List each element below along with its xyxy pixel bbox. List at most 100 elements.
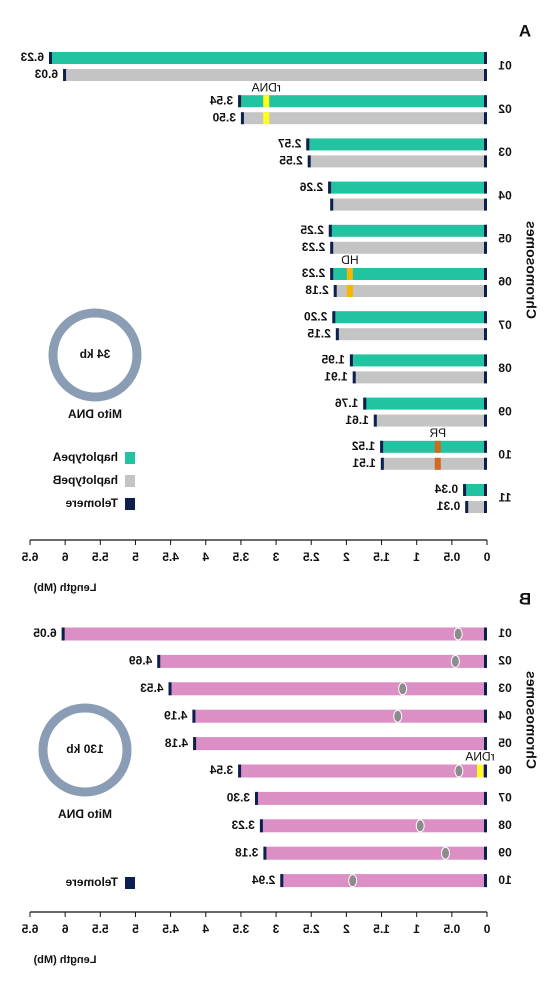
bar [306, 138, 487, 151]
telomere [238, 764, 242, 778]
value-label: 2.20 [304, 309, 328, 323]
category-label: 07 [498, 791, 512, 805]
telomere [484, 268, 487, 280]
value-label: 0.31 [437, 499, 461, 513]
bar [332, 311, 487, 324]
category-label: 04 [498, 188, 512, 202]
telomere [380, 440, 384, 453]
bar [61, 627, 487, 641]
telomere [349, 354, 353, 367]
value-label: 1.76 [335, 396, 359, 410]
telomere [373, 414, 377, 427]
x-tick-label: 0 [483, 922, 490, 936]
value-label: 2.26 [299, 180, 323, 194]
x-tick-label: 2 [343, 922, 350, 936]
annotation-marker [476, 764, 483, 778]
x-axis-label: Length (Mb) [33, 582, 96, 594]
x-tick-label: 5 [132, 922, 139, 936]
telomere [484, 285, 487, 297]
value-label: 2.15 [307, 326, 331, 340]
category-label: 07 [498, 318, 512, 332]
telomere [330, 241, 334, 254]
x-tick-label: 4.5 [162, 922, 179, 936]
x-tick-label: 4.5 [162, 550, 179, 564]
bar [349, 354, 487, 367]
value-label: 1.61 [345, 413, 369, 427]
category-label: 06 [498, 275, 512, 289]
value-label: 4.53 [140, 681, 164, 695]
telomere [61, 627, 65, 641]
telomere [352, 371, 356, 384]
bar [330, 241, 487, 254]
value-label: 2.55 [279, 154, 303, 168]
bar [192, 709, 487, 723]
value-label: 6.03 [34, 67, 58, 81]
telomere [48, 52, 52, 64]
y-axis-label: Chromosomes [523, 221, 539, 319]
category-label: 11 [498, 491, 511, 505]
bar [380, 440, 487, 453]
x-axis-label: Length (Mb) [33, 954, 96, 966]
legend-swatch [125, 452, 135, 464]
x-tick-label: 3 [272, 922, 279, 936]
telomere [332, 311, 336, 324]
value-label: 1.95 [321, 353, 345, 367]
telomere [254, 791, 258, 805]
telomere [484, 311, 487, 324]
mito-circle [38, 703, 132, 797]
x-tick-label: 2.5 [303, 550, 320, 564]
x-tick-label: 1.5 [373, 550, 390, 564]
mito-circle [48, 308, 142, 402]
annotation-label: HD [341, 253, 359, 267]
annotation-label: rDNA [252, 80, 281, 94]
x-tick-label: 3.5 [232, 922, 249, 936]
telomere [380, 457, 384, 470]
telomere [484, 709, 487, 723]
bar [328, 224, 487, 237]
category-label: 01 [498, 59, 512, 73]
value-label: 3.50 [212, 110, 236, 124]
bar [168, 682, 487, 696]
telomere [484, 737, 487, 751]
x-tick-label: 6 [61, 550, 68, 564]
bar [48, 52, 487, 64]
centromere [348, 874, 358, 888]
category-label: 09 [498, 845, 512, 859]
bar [254, 791, 487, 805]
bar [63, 69, 487, 81]
telomere [193, 737, 197, 751]
telomere [330, 268, 334, 280]
telomere [238, 95, 242, 108]
telomere [168, 682, 172, 696]
category-label: 02 [498, 102, 512, 116]
category-label: 05 [498, 231, 512, 245]
panel-label: B [519, 589, 531, 608]
telomere [484, 397, 487, 410]
telomere [307, 155, 311, 168]
telomere [484, 457, 487, 470]
telomere [484, 69, 487, 81]
bar [238, 95, 487, 108]
telomere [484, 241, 487, 254]
telomere [330, 198, 334, 211]
telomere [280, 874, 284, 888]
x-tick-label: 1 [413, 550, 420, 564]
value-label: 4.69 [129, 654, 153, 668]
annotation-label: rDNA [465, 750, 494, 764]
telomere [463, 484, 467, 496]
value-label: 2.23 [302, 240, 326, 254]
telomere [484, 654, 487, 668]
category-label: 09 [498, 404, 512, 418]
annotation-marker [346, 268, 353, 280]
x-tick-label: 5.5 [92, 922, 109, 936]
category-label: 08 [498, 818, 512, 832]
annotation-label: PR [429, 426, 446, 440]
bar [373, 414, 487, 427]
bar [465, 501, 487, 513]
legend-label: haplotypeA [52, 450, 118, 464]
category-label: 03 [498, 681, 512, 695]
x-tick-label: 0.5 [443, 550, 460, 564]
value-label: 3.54 [209, 763, 233, 777]
annotation-marker [263, 112, 270, 125]
bar [263, 846, 487, 860]
